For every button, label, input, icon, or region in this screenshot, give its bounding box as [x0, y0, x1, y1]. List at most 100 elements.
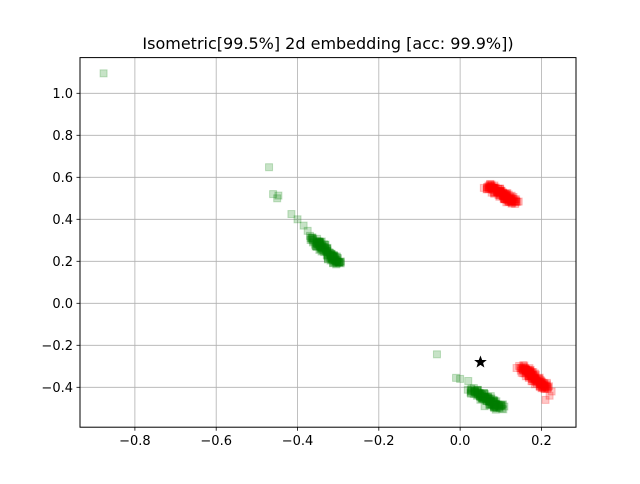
- star-point: [474, 355, 487, 368]
- scatter-point: [521, 366, 530, 375]
- scatter-point: [486, 181, 495, 190]
- scatter-point: [535, 374, 544, 383]
- scatter-point: [495, 400, 504, 409]
- scatter-point: [489, 397, 498, 406]
- scatter-point: [316, 244, 325, 253]
- scatter-point: [494, 184, 503, 193]
- scatter-point: [529, 367, 538, 376]
- scatter-point: [518, 365, 527, 374]
- scatter-point: [487, 184, 496, 193]
- scatter-point: [475, 389, 484, 398]
- scatter-point: [496, 186, 505, 195]
- scatter-point: [470, 387, 479, 396]
- scatter-point: [492, 187, 501, 196]
- scatter-point: [502, 191, 511, 200]
- scatter-point: [476, 395, 485, 404]
- scatter-point: [473, 388, 482, 397]
- scatter-point: [497, 404, 506, 413]
- scatter-point: [512, 197, 521, 206]
- scatter-point: [483, 183, 492, 192]
- scatter-point: [482, 185, 491, 194]
- scatter-point: [333, 256, 342, 265]
- scatter-point: [527, 368, 536, 377]
- scatter-point: [318, 242, 327, 251]
- scatter-point: [499, 191, 508, 200]
- scatter-point: [500, 195, 509, 204]
- scatter-point: [313, 242, 322, 251]
- scatter-point: [538, 382, 547, 391]
- scatter-point: [492, 403, 501, 412]
- scatter-point: [525, 369, 534, 378]
- scatter-point: [540, 383, 549, 392]
- scatter-point: [488, 399, 497, 408]
- scatter-point: [488, 184, 497, 193]
- scatter-point: [323, 244, 332, 253]
- scatter-point: [315, 245, 324, 254]
- scatter-point: [483, 183, 492, 192]
- scatter-point: [534, 374, 543, 383]
- scatter-point: [485, 397, 494, 406]
- scatter-point: [547, 387, 556, 396]
- scatter-point: [497, 189, 506, 198]
- x-tick-label: 0.0: [450, 434, 471, 449]
- scatter-point: [504, 197, 513, 206]
- scatter-point: [496, 184, 505, 193]
- scatter-point: [99, 69, 108, 78]
- scatter-point: [496, 401, 505, 410]
- scatter-point: [316, 242, 325, 251]
- scatter-point: [497, 186, 506, 195]
- scatter-point: [329, 258, 338, 267]
- scatter-point: [498, 190, 507, 199]
- scatter-point: [316, 242, 325, 251]
- scatter-point: [498, 192, 507, 201]
- scatter-point: [512, 197, 521, 206]
- scatter-point: [481, 390, 490, 399]
- scatter-point: [485, 401, 494, 410]
- scatter-point: [507, 195, 516, 204]
- scatter-point: [509, 195, 518, 204]
- scatter-point: [499, 188, 508, 197]
- scatter-point: [323, 252, 332, 261]
- scatter-point: [502, 198, 511, 207]
- scatter-point: [489, 402, 498, 411]
- scatter-point: [521, 367, 530, 376]
- scatter-point: [530, 373, 539, 382]
- scatter-point: [516, 366, 525, 375]
- scatter-point: [321, 240, 330, 249]
- scatter-point: [541, 395, 550, 404]
- scatter-point: [329, 253, 338, 262]
- scatter-point: [336, 257, 345, 266]
- scatter-point: [504, 197, 513, 206]
- scatter-point: [499, 194, 508, 203]
- scatter-point: [517, 363, 526, 372]
- scatter-point: [318, 241, 327, 250]
- scatter-point: [334, 258, 343, 267]
- scatter-point: [519, 366, 528, 375]
- scatter-point: [307, 234, 316, 243]
- scatter-point: [484, 394, 493, 403]
- scatter-point: [326, 256, 335, 265]
- scatter-point: [488, 183, 497, 192]
- scatter-point: [483, 397, 492, 406]
- scatter-point: [501, 194, 510, 203]
- scatter-point: [335, 258, 344, 267]
- x-axis-ticks: −0.8 −0.6 −0.4 −0.2 0.0 0.2: [119, 427, 552, 449]
- scatter-point: [483, 395, 492, 404]
- scatter-point: [525, 366, 534, 375]
- scatter-point: [311, 241, 320, 250]
- scatter-point: [463, 385, 472, 394]
- scatter-point: [330, 256, 339, 265]
- scatter-point: [479, 183, 488, 192]
- scatter-point: [524, 367, 533, 376]
- y-tick-label: 0.4: [52, 213, 73, 228]
- scatter-point: [287, 210, 296, 219]
- scatter-point: [479, 392, 488, 401]
- scatter-point: [312, 238, 321, 247]
- scatter-point: [316, 245, 325, 254]
- scatter-point: [504, 190, 513, 199]
- scatter-point: [507, 197, 516, 206]
- scatter-point: [479, 394, 488, 403]
- scatter-point: [499, 405, 508, 414]
- scatter-point: [486, 395, 495, 404]
- scatter-point: [528, 374, 537, 383]
